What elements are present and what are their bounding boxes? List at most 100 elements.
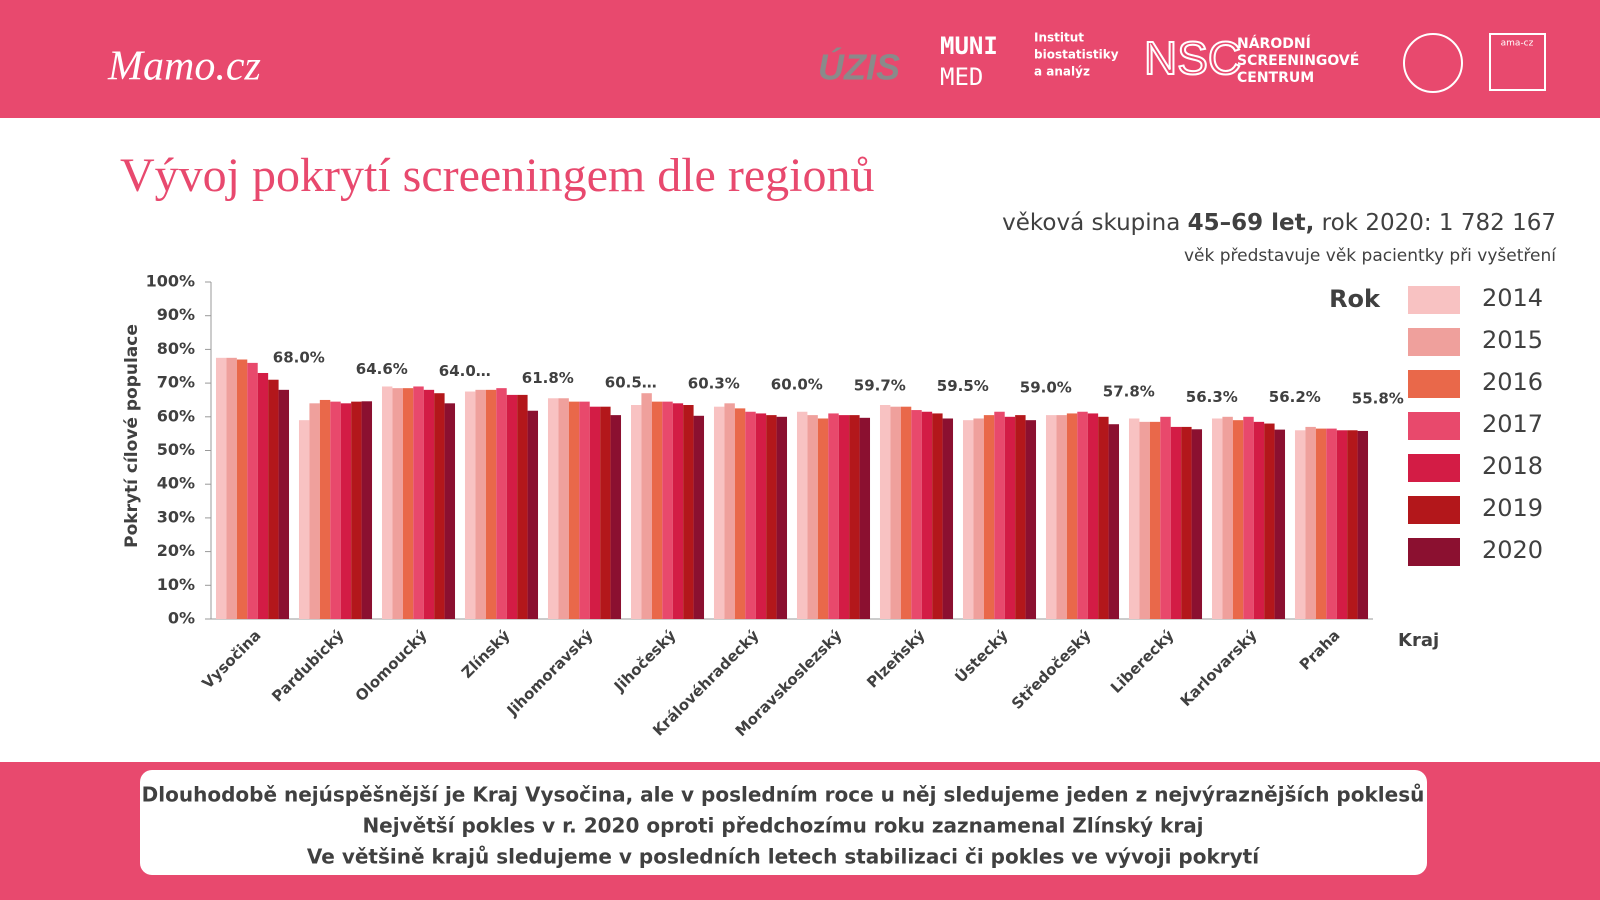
bar (1087, 413, 1099, 619)
legend-label: 2019 (1482, 494, 1543, 522)
bar (942, 418, 954, 619)
bar (796, 411, 808, 619)
bar (693, 415, 705, 619)
y-tick-label: 100% (146, 272, 195, 291)
bar (1056, 415, 1067, 619)
bar (973, 418, 984, 619)
bar (1305, 426, 1316, 619)
y-axis-label: Pokrytí cílové populace (122, 324, 142, 548)
y-tick-label: 90% (157, 305, 195, 324)
bar (340, 403, 352, 619)
bar (1098, 416, 1109, 619)
legend-label: 2020 (1482, 536, 1543, 564)
bar (257, 372, 269, 619)
data-label: 64.6% (356, 360, 408, 378)
y-tick-label: 0% (168, 609, 195, 628)
bar (1181, 426, 1192, 619)
footer-text: Největší pokles v r. 2020 oproti předcho… (362, 814, 1203, 838)
bar (734, 408, 746, 619)
bar (558, 398, 569, 619)
bar (911, 410, 922, 619)
footer-box (140, 770, 1427, 875)
bar (838, 415, 850, 619)
subtitle-part: rok 2020: 1 782 167 (1314, 210, 1556, 236)
bar (1243, 416, 1254, 619)
data-label: 64.0… (439, 362, 491, 380)
bar (1160, 416, 1171, 619)
partner-icon (1403, 33, 1463, 93)
y-tick-label: 80% (157, 339, 195, 358)
bar (319, 399, 331, 619)
bar (672, 403, 684, 619)
bar (921, 411, 933, 619)
bar (464, 391, 476, 619)
bar (1077, 411, 1088, 619)
bar (879, 405, 891, 619)
bar (547, 398, 559, 619)
bar (330, 401, 341, 619)
bar (745, 411, 756, 619)
bar (983, 415, 995, 619)
data-label: 60.3% (688, 374, 740, 392)
bar (994, 411, 1005, 619)
partner-text: SCREENINGOVÉ (1237, 52, 1359, 69)
bar (579, 401, 590, 619)
x-axis-label: Kraj (1398, 630, 1439, 651)
bar (1232, 420, 1244, 619)
bar (1139, 421, 1150, 619)
bar (1149, 421, 1161, 619)
bar (1294, 430, 1306, 619)
y-tick-label: 60% (157, 406, 195, 425)
y-tick-label: 10% (157, 575, 195, 594)
bar (1015, 415, 1026, 619)
bar (402, 388, 414, 619)
bar (485, 389, 497, 619)
bar (1274, 429, 1286, 619)
legend-swatch (1408, 286, 1460, 314)
bar (962, 420, 974, 619)
header-band (0, 0, 1600, 118)
bar (724, 403, 735, 619)
bar (651, 401, 663, 619)
data-label: 59.5% (937, 377, 989, 395)
bar (278, 389, 290, 619)
partner-text: biostatistiky (1034, 48, 1119, 62)
subtitle-part: věková skupina (1002, 210, 1188, 236)
bar (766, 415, 777, 619)
subtitle-part: 45–69 let, (1188, 210, 1315, 236)
bar (444, 403, 456, 619)
bar (413, 386, 424, 619)
bar (807, 415, 818, 619)
bar (1326, 428, 1337, 619)
partner-logo: ÚZIS (818, 47, 900, 88)
legend-label: 2017 (1482, 410, 1543, 438)
bar (683, 405, 694, 619)
bar (527, 410, 539, 619)
bar (1170, 426, 1182, 619)
bar (568, 401, 580, 619)
data-label: 59.0% (1020, 379, 1072, 397)
bar (1045, 415, 1057, 619)
bar (589, 406, 601, 619)
bar (226, 357, 237, 619)
bar (662, 401, 673, 619)
y-tick-label: 70% (157, 373, 195, 392)
bar (1347, 430, 1358, 619)
y-tick-label: 50% (157, 440, 195, 459)
bar (859, 417, 871, 619)
bar (298, 420, 310, 619)
partner-logo: NSC (1144, 32, 1241, 84)
bar (610, 415, 622, 619)
partner-logo: MUNI (940, 32, 998, 60)
bar (890, 406, 901, 619)
legend-label: 2015 (1482, 326, 1543, 354)
data-label: 59.7% (854, 376, 906, 394)
bar (1264, 423, 1275, 619)
logo: Mamo.cz (107, 44, 261, 90)
legend-label: 2014 (1482, 284, 1543, 312)
data-label: 55.8% (1352, 389, 1404, 407)
bar (630, 405, 642, 619)
partner-logo: MED (940, 63, 983, 91)
bar (817, 418, 829, 619)
